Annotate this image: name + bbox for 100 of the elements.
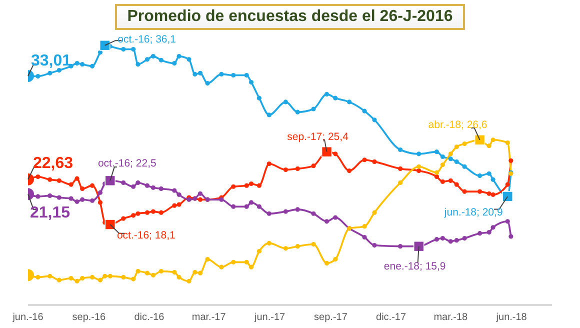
point <box>219 264 224 270</box>
annotation: oct.-16; 36,1 <box>118 33 176 46</box>
point <box>372 118 377 122</box>
point <box>398 180 403 186</box>
point <box>333 215 338 220</box>
x-tick-label: sep.-17 <box>314 312 348 324</box>
point <box>74 199 80 204</box>
point <box>311 211 316 216</box>
point <box>486 171 492 176</box>
point <box>219 72 224 76</box>
point <box>131 213 136 218</box>
point <box>121 216 126 221</box>
point <box>440 179 445 184</box>
point <box>248 181 254 186</box>
annotation: jun.-18; 20,9 <box>443 206 503 218</box>
point <box>266 112 272 118</box>
point <box>172 270 177 275</box>
point <box>48 193 52 198</box>
point <box>150 54 156 59</box>
point <box>295 110 300 114</box>
point <box>68 182 74 187</box>
annotation: oct.-16; 22,5 <box>98 158 156 170</box>
point <box>121 274 126 280</box>
point <box>121 46 126 52</box>
point <box>244 204 249 209</box>
point <box>295 244 300 249</box>
point <box>324 260 330 266</box>
point <box>80 276 85 281</box>
annotation: ene.-18; 15,9 <box>384 260 446 272</box>
point <box>486 144 492 148</box>
point <box>248 264 254 270</box>
point <box>98 200 103 205</box>
point <box>158 210 164 215</box>
point <box>136 180 140 186</box>
point <box>56 68 62 73</box>
point <box>98 190 103 195</box>
point <box>80 62 85 67</box>
point <box>462 189 467 194</box>
point <box>131 184 136 189</box>
point <box>244 260 249 264</box>
point <box>486 230 492 235</box>
point <box>248 80 254 85</box>
point <box>398 244 403 249</box>
x-tick-label: dic.-16 <box>134 312 165 324</box>
annotation: abr.-18; 26,6 <box>428 118 488 131</box>
annotation: 33,01 <box>30 52 72 70</box>
point <box>150 272 156 278</box>
point <box>477 173 482 178</box>
point <box>231 260 236 264</box>
chart-title: Promedio de encuestas desde el 26-J-2016 <box>115 4 465 30</box>
point <box>150 209 156 214</box>
point <box>416 152 422 156</box>
point <box>48 177 52 182</box>
point <box>244 183 249 188</box>
point <box>198 197 203 202</box>
point <box>462 141 467 146</box>
point <box>136 62 140 67</box>
point <box>36 74 40 79</box>
point <box>490 192 496 197</box>
point <box>74 278 80 284</box>
point <box>295 207 300 212</box>
point <box>186 57 192 62</box>
point <box>256 183 262 188</box>
point <box>311 242 316 247</box>
point <box>266 240 272 246</box>
point <box>372 242 377 248</box>
annotation: 22,63 <box>32 154 74 172</box>
point <box>108 274 112 278</box>
point <box>477 231 482 236</box>
point <box>333 152 338 156</box>
point <box>90 274 95 280</box>
point <box>231 204 236 209</box>
point <box>477 189 482 194</box>
point <box>434 174 440 180</box>
point <box>362 108 367 114</box>
point <box>266 211 272 216</box>
point <box>192 270 198 275</box>
point <box>333 257 338 262</box>
point <box>131 46 136 52</box>
point <box>198 191 203 196</box>
point <box>362 158 367 162</box>
point <box>486 191 492 196</box>
point <box>256 96 262 100</box>
point <box>434 170 440 175</box>
point <box>454 238 459 243</box>
point <box>398 147 403 152</box>
point <box>56 278 62 282</box>
point <box>505 140 510 146</box>
point <box>158 268 164 274</box>
point <box>490 138 496 142</box>
point <box>68 276 74 281</box>
point <box>244 72 249 78</box>
point <box>283 246 288 251</box>
annotation: sep.-17; 25,4 <box>287 130 349 143</box>
x-tick-label: jun.-17 <box>254 312 286 324</box>
point <box>505 182 510 187</box>
point <box>448 156 453 162</box>
point <box>362 234 367 240</box>
point <box>205 257 210 262</box>
x-tick-label: jun.-18 <box>495 312 528 324</box>
